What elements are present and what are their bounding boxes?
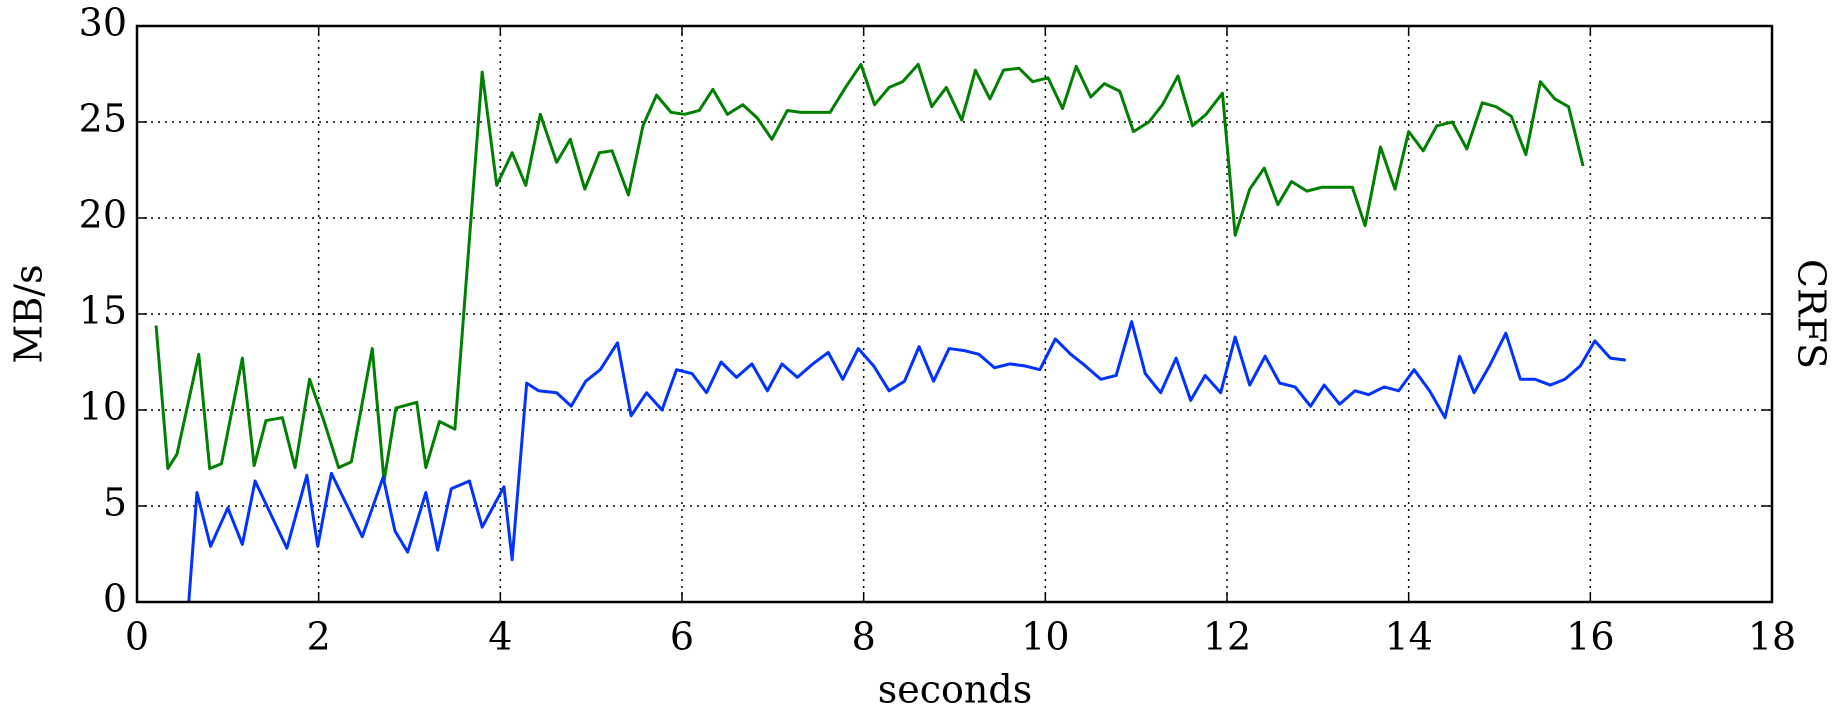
y-tick-label: 25 (79, 97, 127, 141)
y-tick-label: 0 (103, 577, 127, 621)
x-tick-label: 12 (1203, 615, 1251, 659)
plot-frame (135, 24, 1774, 604)
x-tick-label: 8 (852, 615, 876, 659)
x-tick-label: 0 (125, 615, 149, 659)
data-line (187, 320, 1626, 603)
x-axis-label: seconds (878, 668, 1032, 712)
data-line (154, 62, 1585, 483)
x-tick-label: 2 (307, 615, 331, 659)
x-tick-label: 14 (1384, 615, 1432, 659)
x-tick-label: 4 (488, 615, 512, 659)
y-tick-label: 20 (79, 193, 127, 237)
side-annotation: CRFS (1790, 259, 1834, 369)
y-axis-label: MB/s (7, 264, 51, 363)
y-tick-label: 10 (79, 385, 127, 429)
x-tick-label: 18 (1748, 615, 1796, 659)
y-tick-label: 15 (79, 289, 127, 333)
y-tick-label: 30 (79, 1, 127, 45)
y-tick-label: 5 (103, 481, 127, 525)
x-tick-label: 16 (1566, 615, 1614, 659)
x-tick-label: 6 (670, 615, 694, 659)
x-tick-label: 10 (1021, 615, 1069, 659)
